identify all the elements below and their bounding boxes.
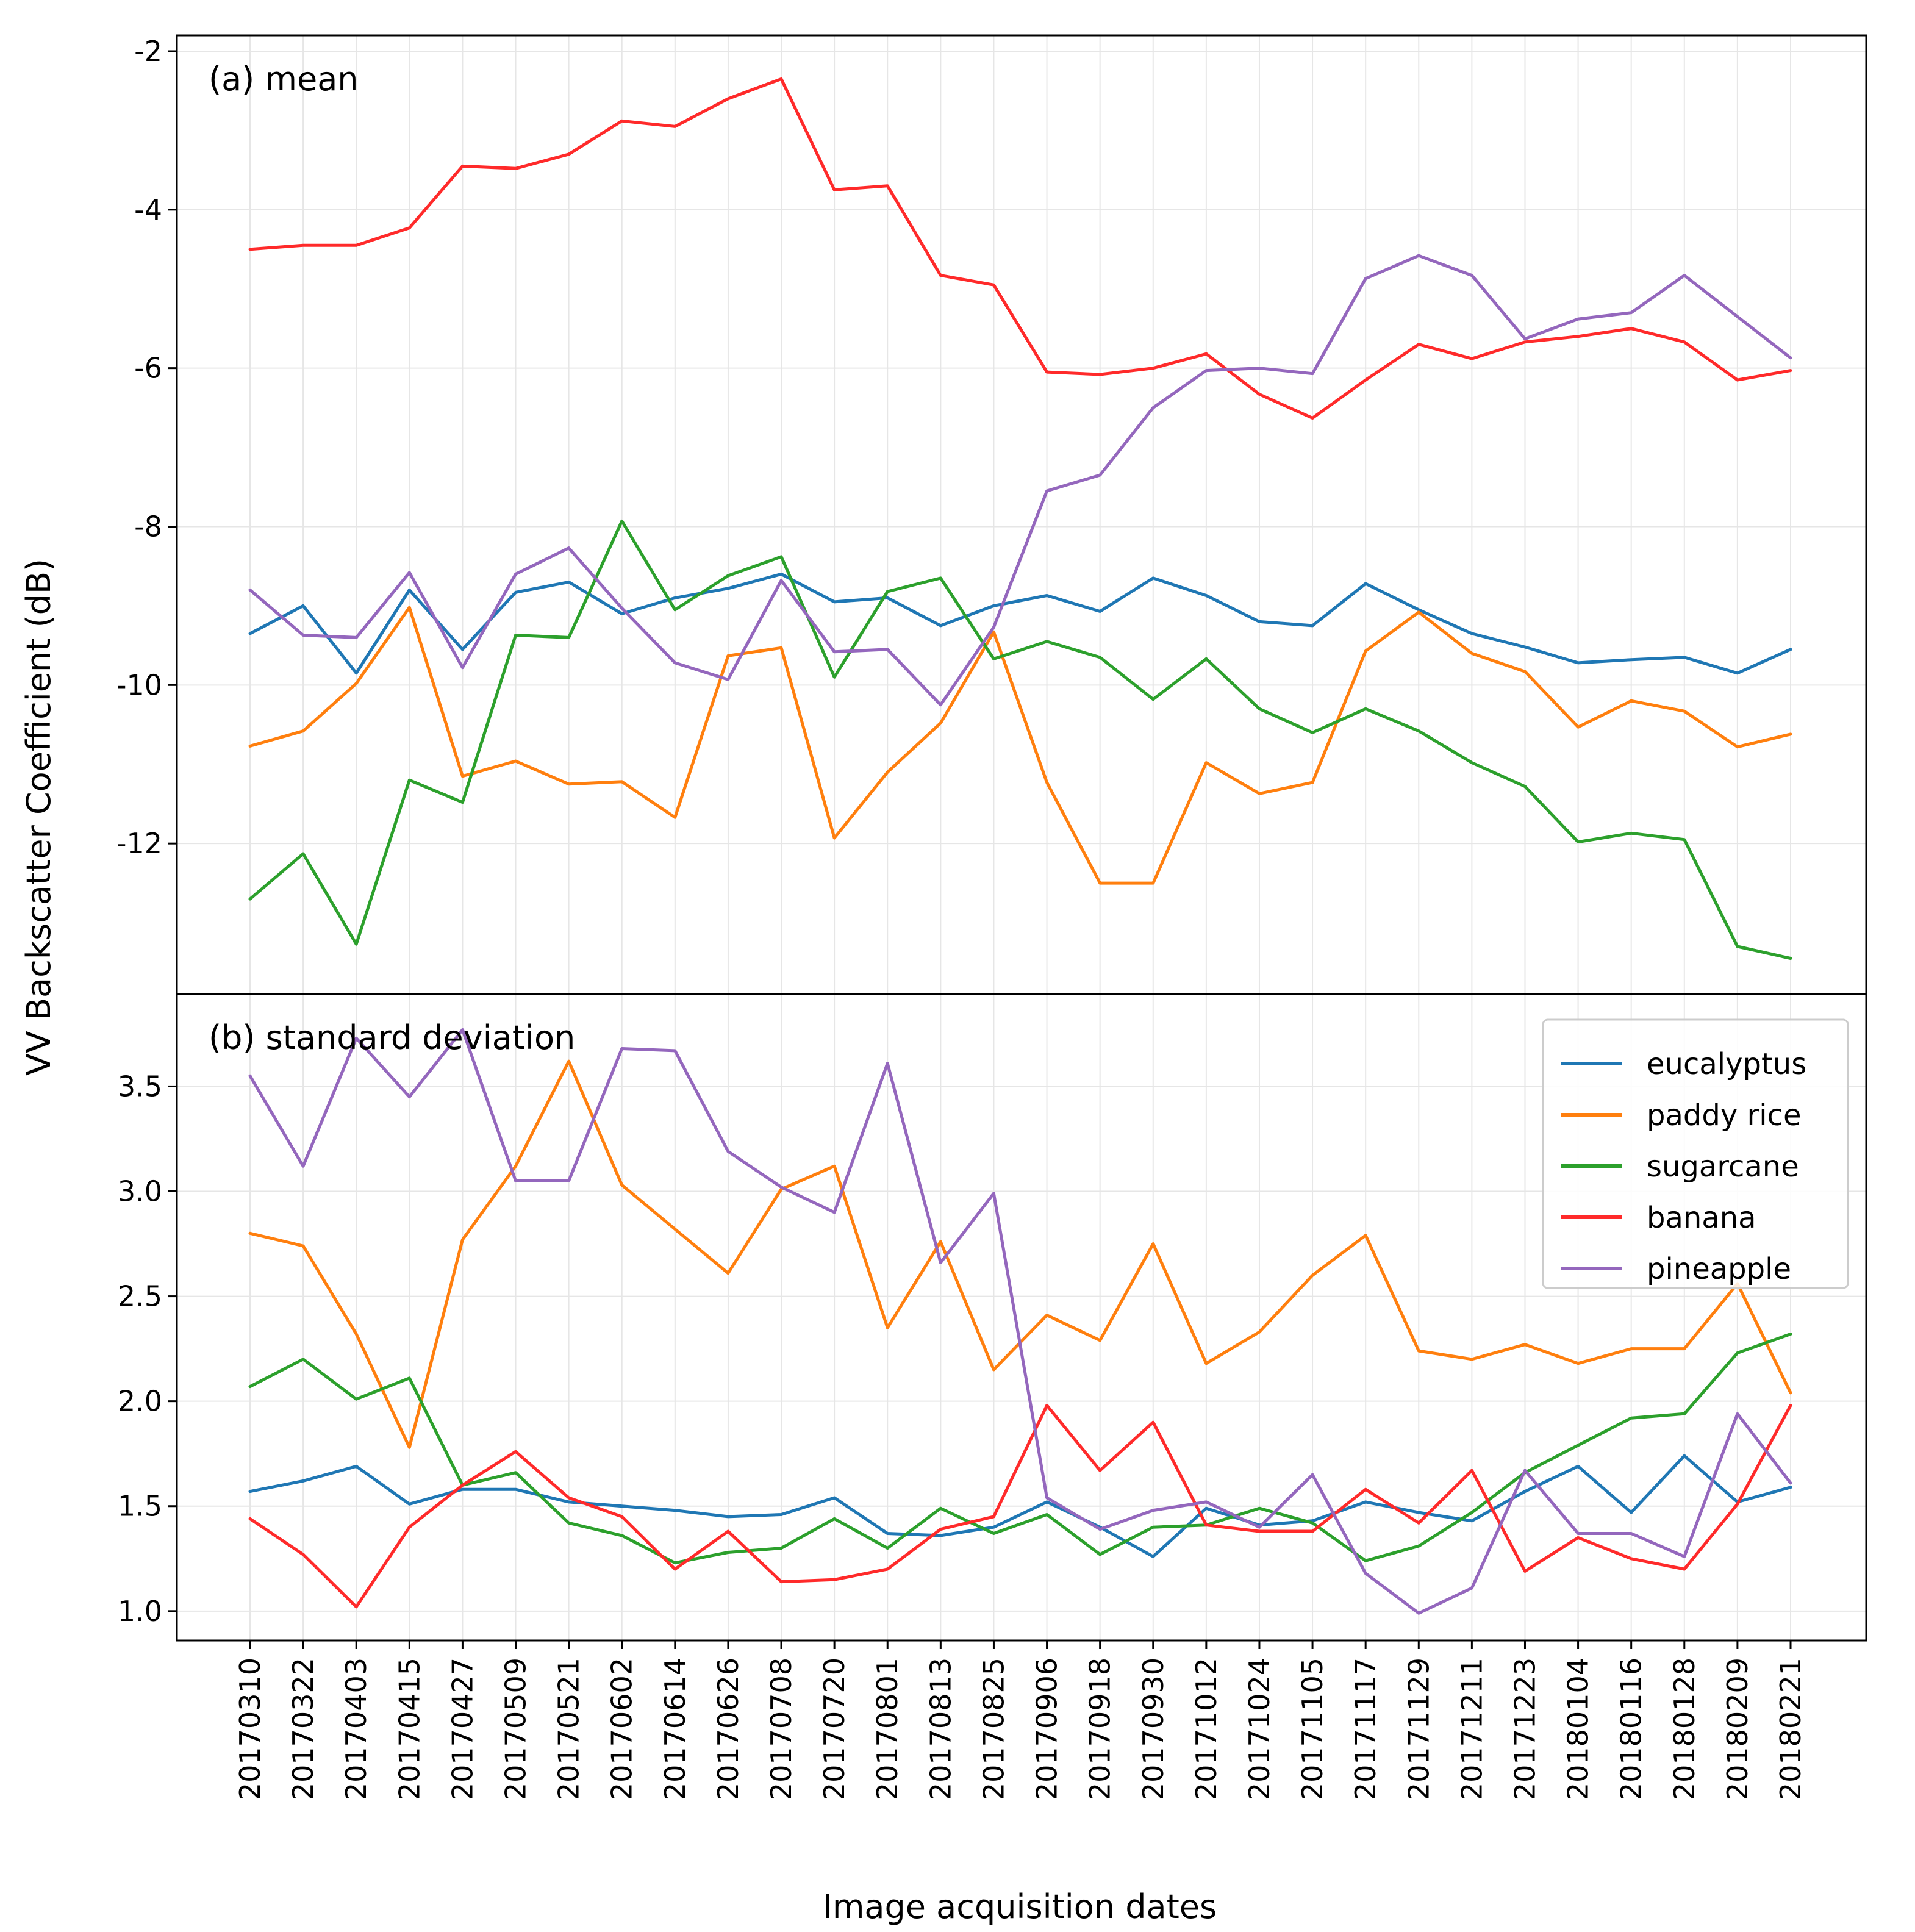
- x-tick-label: 20170602: [606, 1658, 639, 1800]
- panel-label: (b) standard deviation: [209, 1018, 575, 1057]
- x-tick-label: 20170415: [393, 1658, 426, 1800]
- panel-standard-deviation: 1.0 1.5 2.0 2.5 3.0 3.5 (b) standard deviation: [118, 993, 1867, 1642]
- x-tick-label: 20170310: [234, 1658, 267, 1800]
- y-tick-label: 1.5: [118, 1490, 162, 1523]
- y-tick-label: -12: [116, 827, 162, 860]
- x-tick-label: 20170825: [977, 1658, 1010, 1800]
- panel-mean: -2 -4 -6 -8 -10 -12 (a) mean: [116, 34, 1867, 995]
- series-line-banana: [248, 1404, 1792, 1609]
- legend: eucalyptus paddy rice sugarcane banana pinea…: [1542, 1018, 1849, 1289]
- gridlines: [177, 994, 1866, 1640]
- x-tick-label: 20171129: [1402, 1658, 1435, 1800]
- x-axis-title: Image acquisition dates: [823, 1887, 1217, 1926]
- x-tick-label: 20180104: [1562, 1658, 1595, 1800]
- x-tick-label: 20171012: [1190, 1658, 1223, 1800]
- y-tick-label: 3.5: [118, 1070, 162, 1103]
- y-tick-label: -10: [116, 668, 162, 701]
- series-line-eucalyptus: [248, 1454, 1792, 1558]
- y-tick-label: -2: [134, 35, 162, 68]
- x-tick-label: 20170930: [1137, 1658, 1170, 1800]
- x-tick-label: 20170521: [553, 1658, 585, 1800]
- x-tick-label: 20170509: [499, 1658, 532, 1800]
- x-tick-label: 20170720: [818, 1658, 851, 1800]
- gridlines: [177, 35, 1866, 994]
- y-tick-label: -6: [134, 352, 162, 385]
- y-tick-label: 1.0: [118, 1595, 162, 1628]
- x-tick-label: 20170322: [287, 1658, 320, 1800]
- legend-label-banana: banana: [1647, 1201, 1756, 1235]
- series-line-sugarcane: [248, 519, 1792, 960]
- legend-label-pineapple: pineapple: [1647, 1252, 1791, 1286]
- x-tick-label: 20170708: [765, 1658, 798, 1800]
- y-tick-label: 2.0: [118, 1385, 162, 1418]
- x-tick-label: 20170906: [1031, 1658, 1064, 1800]
- x-tick-label: 20180128: [1668, 1658, 1701, 1800]
- x-tick-label: 20170801: [871, 1658, 904, 1800]
- x-tick-label: 20170626: [712, 1658, 745, 1800]
- series-line-paddy-rice: [248, 606, 1792, 885]
- legend-label-sugarcane: sugarcane: [1647, 1150, 1799, 1184]
- panel-frame: [176, 993, 1867, 1642]
- x-tick-label: 20170427: [446, 1658, 479, 1800]
- x-tick-label: 20171024: [1243, 1658, 1276, 1800]
- x-tick-label: 20180116: [1615, 1658, 1648, 1800]
- legend-frame: [1542, 1018, 1849, 1289]
- panel-label: (a) mean: [209, 60, 359, 98]
- x-tick-label: 20171211: [1455, 1658, 1488, 1800]
- x-tick-label: 20171105: [1296, 1658, 1329, 1800]
- x-tick-label: 20171223: [1509, 1658, 1542, 1800]
- series-line-eucalyptus: [248, 572, 1792, 675]
- y-tick-label: 3.0: [118, 1175, 162, 1208]
- x-tick-label: 20170403: [340, 1658, 373, 1800]
- x-tick-label: 20170918: [1084, 1658, 1117, 1800]
- series-line-pineapple: [248, 254, 1792, 707]
- series-line-sugarcane: [248, 1333, 1792, 1565]
- x-axis: 20170310 20170322 20170403 20170415 20170427…: [234, 1640, 1807, 1800]
- x-tick-label: 20170614: [659, 1658, 692, 1800]
- series-lines: [248, 1028, 1792, 1615]
- series-line-pineapple: [248, 1028, 1792, 1615]
- series-lines: [248, 77, 1792, 960]
- y-tick-label: -8: [134, 510, 162, 543]
- x-tick-label: 20170813: [924, 1658, 957, 1800]
- legend-label-eucalyptus: eucalyptus: [1647, 1047, 1806, 1081]
- x-tick-label: 20171117: [1349, 1658, 1382, 1800]
- series-line-banana: [248, 77, 1792, 420]
- y-tick-label: 2.5: [118, 1280, 162, 1313]
- legend-label-paddy-rice: paddy rice: [1647, 1098, 1801, 1132]
- x-tick-label: 20180209: [1721, 1658, 1754, 1800]
- y-axis-title: VV Backscatter Coefficient (dB): [20, 559, 58, 1076]
- x-tick-label: 20180221: [1774, 1658, 1807, 1800]
- y-tick-label: -4: [134, 193, 162, 226]
